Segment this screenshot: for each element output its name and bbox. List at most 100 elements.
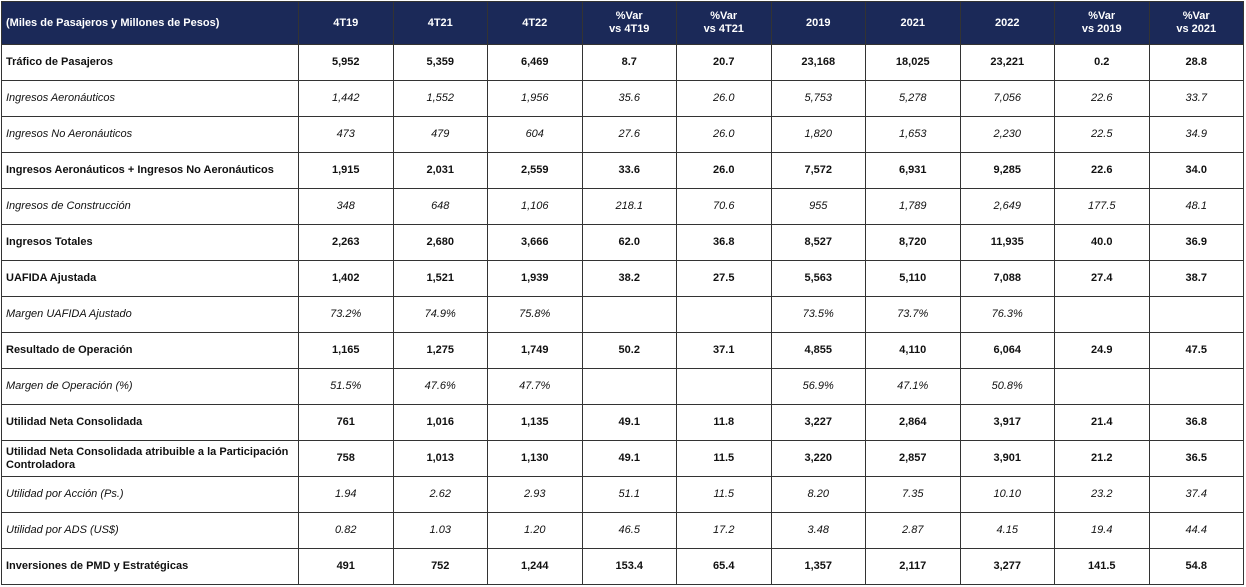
cell: 604	[487, 116, 583, 153]
cell: 38.7	[1148, 260, 1244, 297]
cell: 473	[298, 116, 394, 153]
cell: 50.8%	[959, 368, 1055, 405]
empty-cell	[676, 368, 772, 405]
cell: 1.03	[392, 512, 488, 549]
cell: 2,649	[959, 188, 1055, 225]
cell: 7,088	[959, 260, 1055, 297]
row-label: Tráfico de Pasajeros	[1, 44, 299, 81]
cell: 2,263	[298, 224, 394, 261]
cell: 54.8	[1148, 548, 1244, 585]
cell: 10.10	[959, 476, 1055, 513]
empty-cell	[581, 368, 677, 405]
cell: 2,559	[487, 152, 583, 189]
cell: 21.2	[1054, 440, 1150, 477]
cell: 37.1	[676, 332, 772, 369]
cell: 73.2%	[298, 296, 394, 333]
cell: 35.6	[581, 80, 677, 117]
cell: 40.0	[1054, 224, 1150, 261]
table-row: Utilidad por Acción (Ps.) 1.94 2.62 2.93 51.…	[1, 476, 1244, 513]
cell: 18,025	[865, 44, 961, 81]
cell: 1,013	[392, 440, 488, 477]
cell: 6,931	[865, 152, 961, 189]
cell: 5,110	[865, 260, 961, 297]
empty-cell	[676, 296, 772, 333]
cell: 11.5	[676, 476, 772, 513]
empty-cell	[1054, 368, 1150, 405]
cell: 1.20	[487, 512, 583, 549]
cell: 74.9%	[392, 296, 488, 333]
cell: 0.2	[1054, 44, 1150, 81]
row-label: Ingresos de Construcción	[1, 188, 299, 225]
cell: 17.2	[676, 512, 772, 549]
cell: 73.5%	[770, 296, 866, 333]
cell: 752	[392, 548, 488, 585]
table-row: Utilidad por ADS (US$) 0.82 1.03 1.20 46.5 17…	[1, 512, 1244, 549]
cell: 38.2	[581, 260, 677, 297]
cell: 1,521	[392, 260, 488, 297]
cell: 1,956	[487, 80, 583, 117]
cell: 70.6	[676, 188, 772, 225]
cell: 1,130	[487, 440, 583, 477]
cell: 1,135	[487, 404, 583, 441]
cell: 153.4	[581, 548, 677, 585]
cell: 2,857	[865, 440, 961, 477]
table-row: Ingresos No Aeronáuticos 473 479 604 27.6 26.…	[1, 116, 1244, 153]
cell: 51.5%	[298, 368, 394, 405]
row-label: Ingresos Aeronáuticos + Ingresos No Aero…	[1, 152, 299, 189]
cell: 1,939	[487, 260, 583, 297]
cell: 218.1	[581, 188, 677, 225]
cell: 51.1	[581, 476, 677, 513]
cell: 3,220	[770, 440, 866, 477]
empty-cell	[1054, 296, 1150, 333]
cell: 44.4	[1148, 512, 1244, 549]
table-row: UAFIDA Ajustada 1,402 1,521 1,939 38.2 27.5 5,…	[1, 260, 1244, 297]
cell: 1,244	[487, 548, 583, 585]
cell: 2,864	[865, 404, 961, 441]
cell: 4,855	[770, 332, 866, 369]
cell: 34.0	[1148, 152, 1244, 189]
table-row: Utilidad Neta Consolidada atribuible a l…	[1, 440, 1244, 477]
row-label: Ingresos Aeronáuticos	[1, 80, 299, 117]
header-cell: 4T19	[298, 1, 394, 45]
header-cell: (Miles de Pasajeros y Millones de Pesos)	[1, 1, 299, 45]
cell: 11.5	[676, 440, 772, 477]
cell: 49.1	[581, 404, 677, 441]
table-row: Tráfico de Pasajeros 5,952 5,359 6,469 8.7 20…	[1, 44, 1244, 81]
row-label: Resultado de Operación	[1, 332, 299, 369]
empty-cell	[581, 296, 677, 333]
cell: 1,915	[298, 152, 394, 189]
cell: 2,031	[392, 152, 488, 189]
cell: 48.1	[1148, 188, 1244, 225]
cell: 3,277	[959, 548, 1055, 585]
cell: 4,110	[865, 332, 961, 369]
header-cell: 2022	[959, 1, 1055, 45]
table-row: Ingresos Aeronáuticos 1,442 1,552 1,956 35.6…	[1, 80, 1244, 117]
cell: 648	[392, 188, 488, 225]
header-cell: %Var vs 4T19	[581, 1, 677, 45]
cell: 9,285	[959, 152, 1055, 189]
cell: 36.9	[1148, 224, 1244, 261]
cell: 5,278	[865, 80, 961, 117]
cell: 5,753	[770, 80, 866, 117]
cell: 3,917	[959, 404, 1055, 441]
cell: 5,563	[770, 260, 866, 297]
cell: 75.8%	[487, 296, 583, 333]
cell: 491	[298, 548, 394, 585]
cell: 348	[298, 188, 394, 225]
cell: 0.82	[298, 512, 394, 549]
cell: 47.7%	[487, 368, 583, 405]
row-label: Utilidad Neta Consolidada atribuible a l…	[1, 440, 299, 477]
row-label: Ingresos No Aeronáuticos	[1, 116, 299, 153]
cell: 2.87	[865, 512, 961, 549]
cell: 1,165	[298, 332, 394, 369]
row-label: Margen de Operación (%)	[1, 368, 299, 405]
cell: 7,056	[959, 80, 1055, 117]
cell: 23,168	[770, 44, 866, 81]
cell: 8.7	[581, 44, 677, 81]
table-row: Ingresos de Construcción 348 648 1,106 218.1…	[1, 188, 1244, 225]
cell: 2,680	[392, 224, 488, 261]
cell: 1,653	[865, 116, 961, 153]
cell: 34.9	[1148, 116, 1244, 153]
row-label: Utilidad por ADS (US$)	[1, 512, 299, 549]
